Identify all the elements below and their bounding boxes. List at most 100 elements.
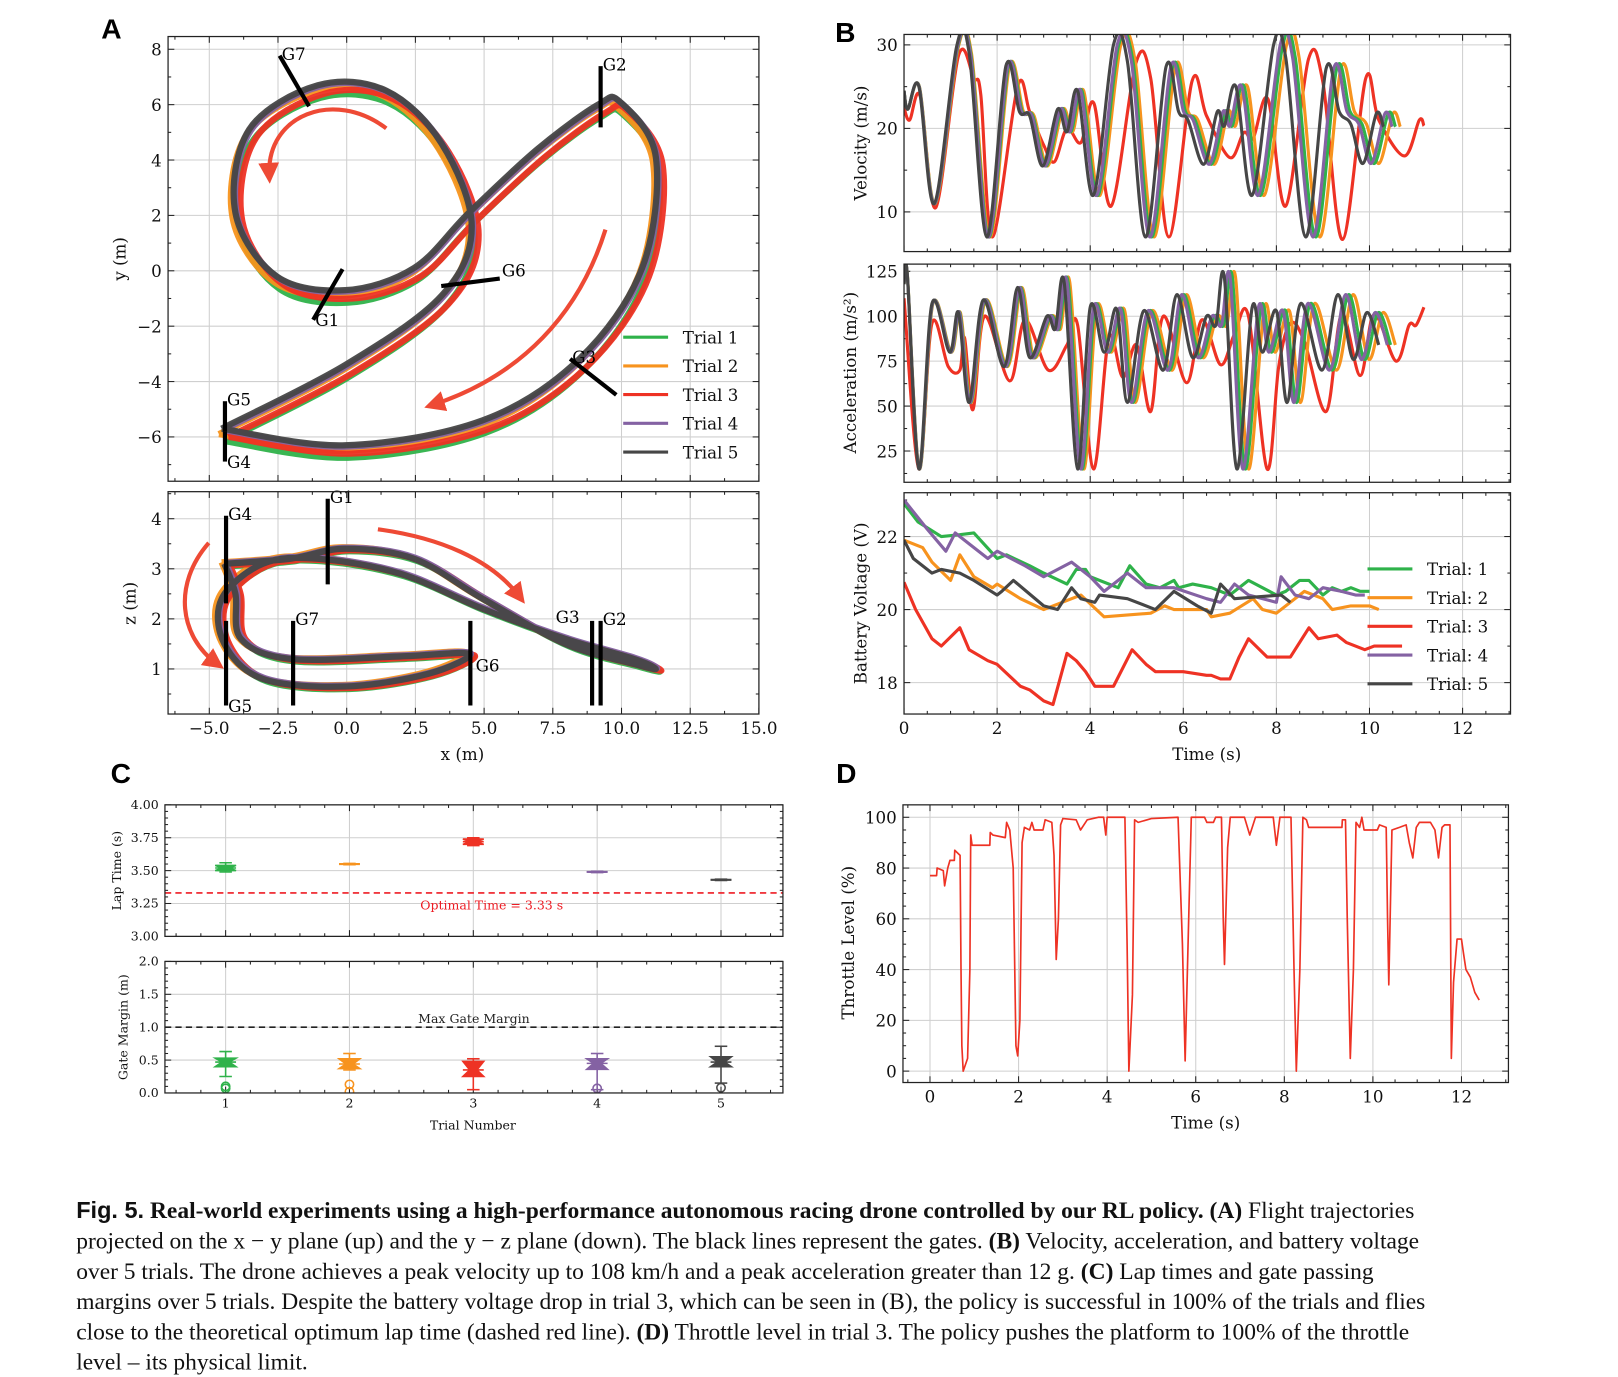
x-tick-label: 2 [992, 718, 1003, 738]
y-tick-label: 20 [875, 1011, 896, 1031]
caption-text: Flight trajectories [1242, 1197, 1415, 1224]
box-trial-3 [462, 836, 485, 847]
gate-label-g3: G3 [572, 347, 596, 367]
series-line-trial-5 [904, 34, 1385, 239]
series-line-trial-3 [930, 816, 1480, 1072]
gate-label-g5: G5 [227, 389, 251, 409]
x-tick-label: 10 [1359, 718, 1380, 738]
x-axis-label: Trial Number [430, 1117, 516, 1132]
x-tick-label: 8 [1271, 718, 1282, 738]
y-tick-label: 0 [151, 261, 162, 281]
x-tick-label: 6 [1178, 718, 1189, 738]
y-tick-label: 1.5 [139, 986, 159, 1001]
y-tick-label: 1.0 [139, 1019, 159, 1034]
y-tick-label: 3.25 [131, 896, 159, 911]
caption-bold-text: (D) [636, 1318, 670, 1345]
series-line-trial-5 [904, 264, 1381, 471]
x-axis-label: Time (s) [1172, 744, 1241, 764]
box-trial-4 [584, 1052, 611, 1093]
legend-label: Trial 5 [683, 442, 739, 462]
plot-area [212, 1045, 734, 1093]
legend-label: Trial: 2 [1427, 588, 1488, 608]
chart-c-lap: 3.00 3.25 3.50 3.75 4.00 Lap Time (s) Optimal … [109, 797, 784, 944]
series-line-trial-3 [904, 581, 1403, 707]
x-tick-label: 2.5 [402, 718, 429, 738]
trajectory-trial-5 [220, 78, 661, 449]
y-tick-label: 75 [877, 351, 898, 371]
gate-label-g7: G7 [295, 609, 319, 629]
x-tick-label: 2 [1013, 1086, 1024, 1106]
chart-d: 0 20 40 60 80 100 0 2 4 6 8 10 12 Throttle Level (%) T… [838, 804, 1510, 1132]
x-tick-label: 15.0 [740, 718, 777, 738]
plot-area [212, 544, 665, 693]
x-tick-label: 12.5 [672, 718, 709, 738]
caption-line: over 5 trials. The drone achieves a peak… [76, 1256, 1425, 1286]
chart-b-bat: 18 20 22 0 2 4 6 8 10 12 Battery Voltage (V) Time (… [850, 492, 1512, 764]
y-tick-label: 3 [151, 559, 162, 579]
x-tick-label: 10 [1362, 1086, 1383, 1106]
caption-text: margins over 5 trials. Despite the batte… [76, 1288, 1426, 1315]
y-tick-label: 2.0 [139, 954, 159, 969]
gate-g3 [568, 357, 618, 397]
chart-a-xy: −6 −4 −2 0 2 4 6 8 y (m) G7 G2 G6 G1 G3 G5 G4 Trial 1 Tri… [109, 35, 760, 482]
legend-label: Trial: 1 [1427, 559, 1488, 579]
y-tick-label: 20 [877, 119, 898, 139]
legend-label: Trial 1 [683, 327, 739, 347]
x-tick-label: 3 [469, 1096, 477, 1111]
x-axis-label: Time (s) [1171, 1112, 1240, 1132]
caption-text: Lap times and gate passing [1113, 1257, 1374, 1284]
y-tick-label: 18 [877, 673, 898, 693]
caption-text: projected on the x − y plane (up) and th… [76, 1227, 989, 1254]
caption-line: projected on the x − y plane (up) and th… [76, 1226, 1425, 1256]
plot-area [930, 816, 1480, 1072]
y-tick-label: −2 [137, 316, 162, 336]
y-tick-label: 10 [877, 202, 898, 222]
gate-label-g1: G1 [330, 487, 354, 507]
x-tick-label: 0 [925, 1086, 936, 1106]
box-trial-2 [336, 1052, 363, 1093]
plot-area [214, 836, 732, 882]
gate-g6 [440, 276, 501, 289]
y-axis-label: Gate Margin (m) [115, 974, 130, 1080]
figure-canvas: A B C D −6 −4 −2 0 2 4 6 8 y (m) G7 G2 G6 G1 G3 G5 G4 Tr… [101, 13, 1512, 1132]
legend-label: Trial: 4 [1427, 645, 1488, 665]
gate-label-g7: G7 [282, 44, 306, 64]
box-trial-5 [710, 878, 732, 882]
box-trial-2 [338, 862, 360, 866]
x-tick-label: 12 [1451, 1086, 1472, 1106]
x-axis-label: x (m) [441, 744, 485, 764]
gate-label-g1: G1 [315, 310, 339, 330]
gate-g1 [311, 268, 345, 321]
caption-bold-text: (B) [988, 1227, 1020, 1254]
y-tick-label: 40 [875, 960, 896, 980]
panel-label-b: B [835, 16, 855, 48]
panel-label-d: D [836, 757, 856, 789]
x-tick-label: 5.0 [471, 718, 498, 738]
plot-area [904, 34, 1426, 242]
caption-bold-text: (A) [1203, 1197, 1243, 1224]
y-tick-label: −6 [137, 427, 162, 447]
series-line-trial-2 [904, 264, 1397, 471]
x-tick-label: 8 [1279, 1086, 1290, 1106]
y-tick-label: 125 [866, 262, 898, 282]
x-tick-label: 4 [1085, 718, 1096, 738]
caption-line: margins over 5 trials. Despite the batte… [76, 1286, 1425, 1316]
y-tick-label: 0.5 [139, 1052, 159, 1067]
gate-label-g2: G2 [603, 609, 627, 629]
outlier-point [344, 1086, 355, 1093]
x-tick-label: 12 [1452, 718, 1473, 738]
y-axis-label: Throttle Level (%) [838, 866, 858, 1020]
legend-label: Trial 4 [683, 414, 739, 434]
y-axis-label: Battery Voltage (V) [850, 523, 870, 685]
x-tick-label: −2.5 [258, 718, 299, 738]
caption-text: over 5 trials. The drone achieves a peak… [76, 1257, 1081, 1284]
y-tick-label: −4 [137, 372, 162, 392]
caption-text: close to the theoretical optimum lap tim… [76, 1318, 637, 1345]
caption-bold-text: Real-world experiments using a high-perf… [144, 1197, 1204, 1224]
plot-frame [903, 492, 1512, 715]
y-axis-label: Velocity (m/s) [850, 86, 870, 202]
y-tick-label: 0 [886, 1061, 897, 1081]
y-tick-label: 3.75 [131, 830, 159, 845]
caption-bold-text: (C) [1080, 1257, 1114, 1284]
